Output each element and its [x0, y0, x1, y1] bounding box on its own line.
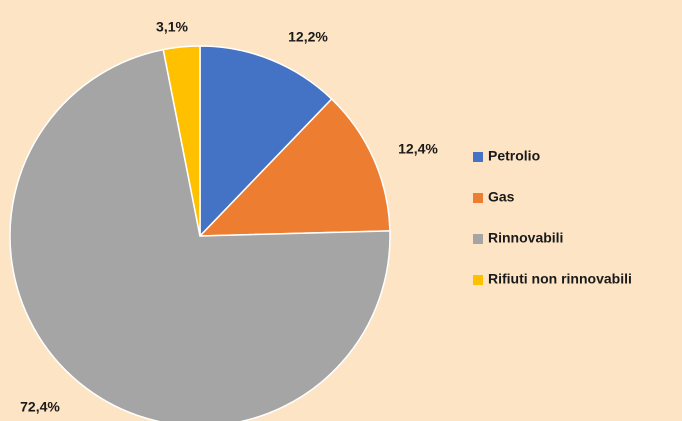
data-label: 12,2%	[288, 29, 328, 45]
data-label: 72,4%	[20, 399, 60, 415]
data-label: 3,1%	[156, 19, 188, 35]
legend-swatch	[473, 275, 483, 285]
legend-label: Rinnovabili	[488, 230, 563, 246]
pie-slice	[9, 48, 391, 421]
pie-slice	[162, 45, 201, 237]
legend-swatch	[473, 234, 483, 244]
legend-swatch	[473, 193, 483, 203]
legend-swatch	[473, 152, 483, 162]
pie-slice	[198, 97, 391, 237]
pie-slice	[199, 45, 333, 238]
legend-label: Gas	[488, 189, 515, 205]
legend-label: Rifiuti non rinnovabili	[488, 271, 632, 287]
legend-label: Petrolio	[488, 148, 540, 164]
data-label: 12,4%	[398, 141, 438, 157]
